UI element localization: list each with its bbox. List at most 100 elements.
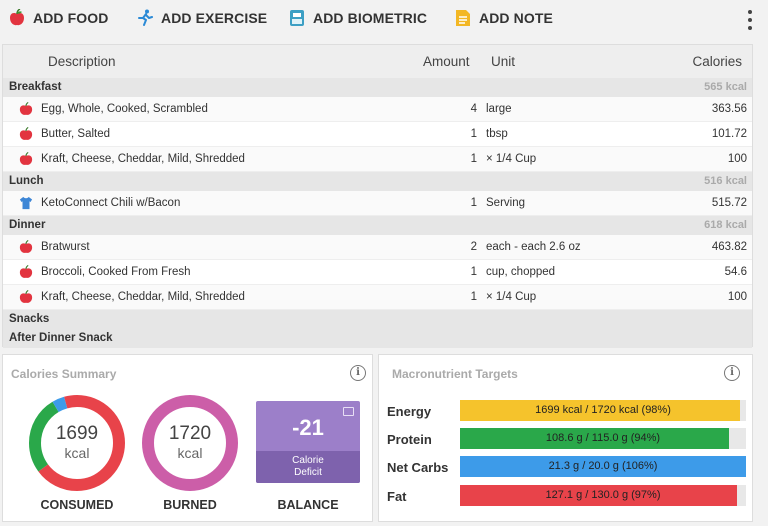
burned-donut	[142, 395, 238, 491]
macro-progress-fill	[460, 428, 729, 449]
meal-header-dinner[interactable]: Dinner 618 kcal	[3, 216, 752, 235]
food-calories: 54.6	[724, 266, 747, 278]
food-description: Egg, Whole, Cooked, Scrambled	[41, 103, 208, 115]
add-exercise-label: ADD EXERCISE	[161, 10, 268, 26]
macro-row-fat: Fat 127.1 g / 130.0 g (97%)	[387, 485, 747, 507]
food-unit: × 1/4 Cup	[486, 291, 537, 303]
apple-icon	[19, 151, 33, 166]
add-food-label: ADD FOOD	[33, 10, 109, 26]
add-note-button[interactable]: ADD NOTE	[455, 9, 553, 27]
meal-kcal: 516 kcal	[704, 175, 747, 187]
food-unit: each - each 2.6 oz	[486, 241, 581, 253]
balance-subtitle: Calorie Deficit	[256, 451, 360, 483]
add-biometric-button[interactable]: ADD BIOMETRIC	[289, 9, 427, 27]
macro-row-energy: Energy 1699 kcal / 1720 kcal (98%)	[387, 400, 747, 422]
add-note-label: ADD NOTE	[479, 10, 553, 26]
food-calories: 100	[727, 153, 747, 165]
diary-body: Breakfast 565 kcal Egg, Whole, Cooked, Scr…	[3, 78, 752, 348]
meal-name: Breakfast	[9, 81, 62, 93]
meal-kcal: 565 kcal	[704, 81, 747, 93]
balance-sub1: Calorie	[292, 455, 324, 466]
food-unit: cup, chopped	[486, 266, 556, 278]
burned-ring: 1720 kcal	[140, 393, 240, 493]
calendar-icon	[343, 407, 354, 416]
table-row[interactable]: Butter, Salted 1 tbsp 101.72	[3, 122, 752, 147]
info-icon[interactable]: i	[350, 365, 366, 381]
consumed-unit: kcal	[64, 445, 90, 461]
macro-progress-text: 21.3 g / 20.0 g (106%)	[548, 460, 658, 472]
macro-progress-text: 127.1 g / 130.0 g (97%)	[545, 489, 661, 501]
macro-row-net-carbs: Net Carbs 21.3 g / 20.0 g (106%)	[387, 456, 747, 478]
food-unit: tbsp	[486, 128, 508, 140]
food-description: Bratwurst	[41, 241, 90, 253]
apple-icon	[10, 9, 24, 26]
running-person-icon	[138, 9, 153, 26]
info-icon[interactable]: i	[724, 365, 740, 381]
column-calories[interactable]: Calories	[692, 54, 742, 69]
burned-unit: kcal	[177, 445, 203, 461]
macro-progress-text: 108.6 g / 115.0 g (94%)	[545, 432, 661, 444]
consumed-value: 1699	[55, 423, 99, 444]
calories-summary-title: Calories Summary	[11, 367, 117, 381]
food-description: Kraft, Cheese, Cheddar, Mild, Shredded	[41, 291, 245, 303]
meal-items: Egg, Whole, Cooked, Scrambled 4 large 363.5…	[3, 97, 752, 172]
food-calories: 463.82	[711, 241, 747, 253]
column-unit[interactable]: Unit	[491, 54, 516, 69]
add-food-button[interactable]: ADD FOOD	[9, 9, 108, 27]
meal-name: Lunch	[9, 175, 44, 187]
macro-label: Energy	[387, 404, 432, 419]
food-calories: 101.72	[711, 128, 747, 140]
food-amount: 1	[470, 153, 477, 165]
column-description[interactable]: Description	[48, 54, 116, 69]
table-row[interactable]: Bratwurst 2 each - each 2.6 oz 463.82	[3, 235, 752, 260]
food-amount: 1	[470, 266, 477, 278]
food-amount: 2	[470, 241, 477, 253]
balance-sub2: Deficit	[294, 467, 322, 478]
food-calories: 100	[727, 291, 747, 303]
food-unit: large	[486, 103, 512, 115]
table-row[interactable]: Kraft, Cheese, Cheddar, Mild, Shredded 1 ×…	[3, 147, 752, 172]
toolbar: ADD FOOD ADD EXERCISE ADD BIOMETRIC ADD …	[0, 0, 768, 40]
food-description: KetoConnect Chili w/Bacon	[41, 197, 181, 209]
food-amount: 1	[470, 128, 477, 140]
table-header: Description Amount Unit Calories	[3, 45, 752, 78]
add-exercise-button[interactable]: ADD EXERCISE	[137, 9, 267, 27]
meal-name: Dinner	[9, 219, 46, 231]
macro-targets-title: Macronutrient Targets	[392, 367, 518, 381]
macro-row-protein: Protein 108.6 g / 115.0 g (94%)	[387, 428, 747, 450]
meal-header-breakfast[interactable]: Breakfast 565 kcal	[3, 78, 752, 97]
balance-box: -21 Calorie Deficit	[256, 401, 360, 483]
food-amount: 1	[470, 197, 477, 209]
food-description: Kraft, Cheese, Cheddar, Mild, Shredded	[41, 153, 245, 165]
shirt-icon	[19, 196, 33, 210]
apple-icon	[19, 264, 33, 279]
more-options-icon[interactable]	[746, 10, 754, 30]
food-unit: × 1/4 Cup	[486, 153, 537, 165]
food-description: Butter, Salted	[41, 128, 111, 140]
column-amount[interactable]: Amount	[423, 54, 470, 69]
scale-icon	[290, 10, 304, 26]
table-row[interactable]: KetoConnect Chili w/Bacon 1 Serving 515.72	[3, 191, 752, 216]
table-row[interactable]: Egg, Whole, Cooked, Scrambled 4 large 363.5…	[3, 97, 752, 122]
food-unit: Serving	[486, 197, 525, 209]
food-amount: 4	[470, 103, 477, 115]
add-biometric-label: ADD BIOMETRIC	[313, 10, 428, 26]
calories-summary-card: Calories Summary i 1699 kcal CONSUMED 17…	[2, 354, 373, 522]
food-amount: 1	[470, 291, 477, 303]
apple-icon	[19, 239, 33, 254]
macro-progress-bar: 21.3 g / 20.0 g (106%)	[460, 456, 746, 477]
macro-progress-bar: 127.1 g / 130.0 g (97%)	[460, 485, 746, 506]
meal-header-lunch[interactable]: Lunch 516 kcal	[3, 172, 752, 191]
food-diary-table: Description Amount Unit Calories Breakfa…	[2, 44, 753, 348]
meal-kcal: 618 kcal	[704, 219, 747, 231]
food-calories: 515.72	[711, 197, 747, 209]
meal-name: Snacks	[9, 313, 50, 325]
meal-header-snacks[interactable]: Snacks	[3, 310, 752, 329]
meal-header-after-dinner-snack[interactable]: After Dinner Snack	[3, 329, 752, 348]
macro-progress-fill	[460, 400, 741, 421]
macro-label: Fat	[387, 489, 407, 504]
table-row[interactable]: Kraft, Cheese, Cheddar, Mild, Shredded 1 ×…	[3, 285, 752, 310]
macro-label: Net Carbs	[387, 460, 449, 475]
table-row[interactable]: Broccoli, Cooked From Fresh 1 cup, chopped…	[3, 260, 752, 285]
macro-progress-bar: 108.6 g / 115.0 g (94%)	[460, 428, 746, 449]
